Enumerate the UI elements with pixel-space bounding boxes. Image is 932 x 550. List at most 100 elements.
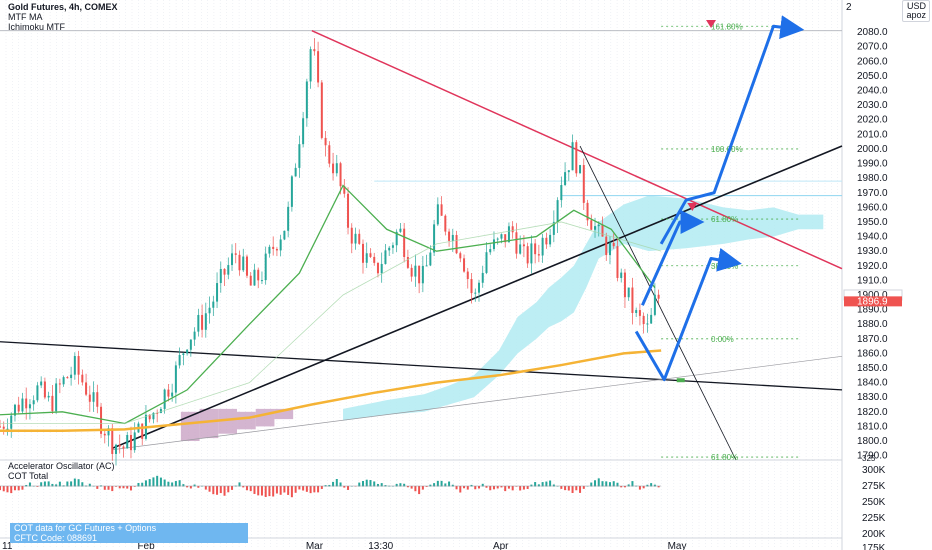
oscillator-bar	[178, 480, 181, 487]
candle-body	[115, 444, 118, 454]
candle-body	[339, 163, 342, 187]
candle-body	[122, 446, 125, 449]
price-tick: 1860.0	[857, 348, 888, 359]
candle-body	[444, 215, 447, 232]
oscillator-bar	[478, 486, 481, 489]
oscillator-bar	[212, 486, 215, 495]
candle-body	[85, 382, 88, 395]
oscillator-bar	[122, 486, 125, 489]
candle-body	[320, 82, 323, 138]
oscillator-bar	[496, 486, 499, 489]
candle-body	[590, 220, 593, 230]
candle-body	[0, 426, 1, 428]
price-tick: 1890.0	[857, 305, 888, 316]
demand-bar	[274, 408, 294, 420]
candle-body	[350, 227, 353, 244]
price-axis[interactable]: 2080.0 2070.0 2060.0 2050.0 2040.0 2030.0 2020…	[843, 27, 903, 462]
candle-body	[642, 315, 645, 325]
oscillator-bar	[425, 486, 428, 487]
candle-body	[47, 395, 50, 398]
candle-body	[481, 272, 484, 283]
cot-tick-partial: 325	[862, 454, 876, 463]
candle-body	[141, 423, 144, 439]
indicator-ichimoku[interactable]: Ichimoku MTF	[8, 22, 66, 32]
oscillator-bar	[646, 484, 649, 487]
oscillator-bar	[347, 486, 350, 490]
oscillator-bar	[66, 481, 69, 487]
candle-body	[463, 258, 466, 272]
candle-body	[88, 394, 91, 402]
price-tick: 1850.0	[857, 363, 888, 374]
price-tick: 2070.0	[857, 42, 888, 53]
oscillator-bar	[107, 486, 110, 490]
candle-body	[474, 292, 477, 294]
oscillator-bar	[564, 486, 567, 491]
oscillator-bar	[515, 486, 518, 487]
oscillator-bar	[275, 486, 278, 494]
oscillator-bar	[511, 486, 514, 491]
oscillator-bar	[567, 486, 570, 491]
oscillator-bar	[264, 486, 267, 497]
candle-body	[178, 354, 181, 366]
candle-body	[283, 230, 286, 240]
oscillator-bar	[159, 477, 162, 487]
oscillator-bar	[137, 482, 140, 487]
candle-body	[347, 193, 350, 228]
oscillator-bar	[305, 486, 308, 492]
oscillator-bar	[436, 480, 439, 487]
candle-body	[298, 144, 301, 168]
horizontal-support-line	[0, 341, 843, 391]
oscillator-bar	[410, 486, 413, 489]
oscillator-bar	[406, 486, 409, 488]
oscillator-bar	[492, 486, 495, 490]
oscillator-bar	[174, 481, 177, 487]
time-tick: Feb	[137, 541, 155, 550]
fib-label: 161.80%	[711, 22, 743, 31]
candle-body	[470, 279, 473, 294]
candle-body	[133, 432, 136, 451]
candle-body	[36, 385, 39, 401]
price-tick: 1820.0	[857, 407, 888, 418]
oscillator-bar	[171, 482, 174, 487]
price-tick: 2040.0	[857, 86, 888, 97]
oscillator-bar	[455, 486, 458, 490]
candlesticks	[0, 38, 660, 466]
price-badge-label: 1900.0	[857, 290, 888, 301]
oscillator-bar	[339, 482, 342, 487]
oscillator-bar	[429, 484, 432, 487]
currency-selector[interactable]: USD apoz	[902, 0, 930, 22]
demand-bar	[199, 408, 219, 439]
demand-bar	[180, 411, 200, 442]
oscillator-bar	[58, 481, 61, 487]
ac-title[interactable]: Accelerator Oscillator (AC)	[8, 461, 115, 471]
oscillator-bar	[227, 486, 230, 493]
cot-title[interactable]: COT Total	[8, 471, 49, 481]
indicator-mtf-ma[interactable]: MTF MA	[8, 12, 43, 22]
time-axis[interactable]: 11 Feb Mar 13:30 Apr May	[2, 541, 687, 550]
candle-body	[466, 271, 469, 280]
candle-body	[249, 275, 252, 286]
oscillator-bar	[6, 486, 9, 493]
candle-body	[204, 313, 207, 330]
cot-tick: 300K	[862, 465, 886, 476]
oscillator-bar	[526, 486, 529, 489]
oscillator-bar	[245, 486, 248, 491]
candle-body	[253, 269, 256, 286]
candle-body	[612, 242, 615, 247]
oscillator-bar	[361, 480, 364, 487]
down-marker-icon	[687, 203, 698, 211]
oscillator-bar	[260, 486, 263, 496]
oscillator-bar	[40, 482, 43, 487]
candle-body	[399, 228, 402, 232]
candle-body	[616, 246, 619, 278]
candle-body	[343, 186, 346, 194]
cot-tick: 225K	[862, 513, 886, 524]
candle-body	[317, 51, 320, 83]
candle-body	[646, 323, 649, 325]
oscillator-bar	[537, 484, 540, 487]
price-tick: 1910.0	[857, 275, 888, 286]
oscillator-bar	[36, 486, 39, 487]
symbol-title[interactable]: Gold Futures, 4h, COMEX	[8, 2, 118, 12]
candle-body	[40, 381, 43, 386]
